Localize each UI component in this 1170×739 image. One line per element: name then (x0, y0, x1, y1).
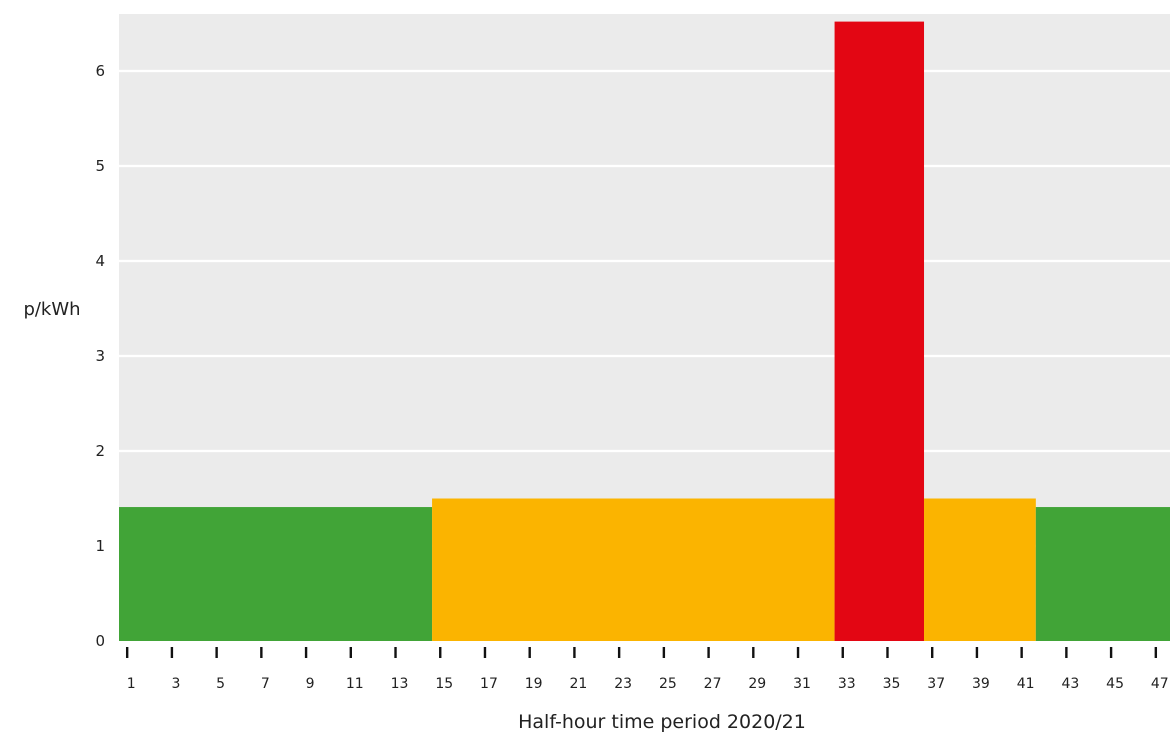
x-tick-label: 39 (972, 676, 990, 692)
x-tick-label: 45 (1106, 676, 1124, 692)
x-tick-label: 13 (391, 676, 409, 692)
y-tick-label: 1 (95, 537, 105, 555)
x-tick-label: 43 (1061, 676, 1079, 692)
x-tick-label: 25 (659, 676, 677, 692)
y-tick-label: 0 (95, 632, 105, 650)
x-tick-label: 41 (1017, 676, 1035, 692)
bar-segment-2 (432, 498, 835, 641)
y-tick-label: 4 (95, 252, 105, 270)
x-tick-label: 47 (1151, 676, 1169, 692)
y-tick-label: 5 (95, 157, 105, 175)
y-axis-label: p/kWh (23, 299, 80, 320)
x-tick-label: 15 (435, 676, 453, 692)
x-tick-label: 27 (704, 676, 722, 692)
x-tick-label: 9 (306, 676, 315, 692)
y-tick-label: 2 (95, 442, 105, 460)
x-tick-label: 3 (171, 676, 180, 692)
y-tick-label: 6 (95, 62, 105, 80)
x-tick-label: 33 (838, 676, 856, 692)
x-tick-label: 29 (748, 676, 766, 692)
y-tick-label: 3 (95, 347, 105, 365)
x-tick-label: 31 (793, 676, 811, 692)
bar-segment-3 (834, 21, 925, 642)
x-tick-label: 17 (480, 676, 498, 692)
x-axis-label: Half-hour time period 2020/21 (518, 711, 806, 733)
x-tick-label: 11 (346, 676, 364, 692)
x-tick-label: 19 (525, 676, 543, 692)
bar-segment-4 (924, 498, 1036, 641)
x-tick-label: 35 (883, 676, 901, 692)
bar-segment-1 (119, 507, 433, 641)
x-tick-label: 21 (570, 676, 588, 692)
x-tick-label: 23 (614, 676, 632, 692)
x-tick-label: 7 (261, 676, 270, 692)
x-tick-label: 1 (127, 676, 136, 692)
x-tick-label: 37 (927, 676, 945, 692)
bar-segment-5 (1035, 507, 1170, 641)
x-tick-label: 5 (216, 676, 225, 692)
